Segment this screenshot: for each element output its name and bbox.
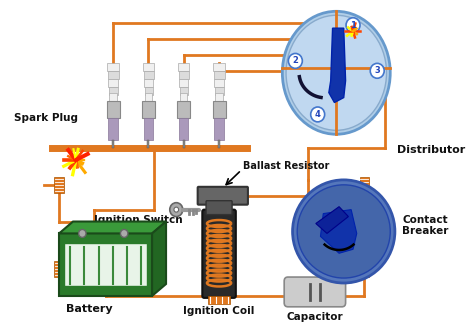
- FancyBboxPatch shape: [202, 210, 236, 298]
- Bar: [179, 79, 188, 87]
- Circle shape: [120, 229, 128, 237]
- Text: Ignition Switch: Ignition Switch: [94, 214, 183, 224]
- Circle shape: [370, 63, 384, 78]
- Text: 1: 1: [350, 21, 356, 30]
- Circle shape: [346, 18, 360, 33]
- Bar: [144, 118, 153, 140]
- FancyBboxPatch shape: [208, 296, 230, 304]
- Text: Contact
Breaker: Contact Breaker: [402, 215, 449, 236]
- FancyBboxPatch shape: [198, 187, 248, 205]
- FancyBboxPatch shape: [59, 233, 152, 296]
- Text: 2: 2: [292, 56, 298, 66]
- Bar: [180, 93, 187, 101]
- FancyBboxPatch shape: [360, 261, 369, 277]
- Polygon shape: [320, 210, 357, 253]
- Ellipse shape: [286, 15, 386, 130]
- FancyBboxPatch shape: [360, 177, 369, 193]
- Bar: [178, 63, 189, 71]
- FancyBboxPatch shape: [206, 201, 232, 214]
- Bar: [179, 118, 188, 140]
- Bar: [183, 140, 185, 148]
- Circle shape: [170, 203, 183, 216]
- FancyBboxPatch shape: [64, 243, 147, 286]
- Bar: [214, 71, 225, 79]
- Bar: [180, 87, 188, 95]
- Bar: [214, 79, 224, 87]
- Text: 3: 3: [374, 66, 380, 75]
- Bar: [215, 87, 224, 95]
- Circle shape: [310, 107, 325, 122]
- FancyBboxPatch shape: [284, 277, 346, 307]
- Bar: [212, 101, 226, 118]
- Bar: [213, 63, 225, 71]
- Text: Spark Plug: Spark Plug: [14, 114, 78, 123]
- Text: Ignition Coil: Ignition Coil: [183, 306, 255, 316]
- Bar: [214, 118, 224, 140]
- Text: Ballast Resistor: Ballast Resistor: [243, 161, 329, 171]
- Ellipse shape: [283, 11, 390, 134]
- Bar: [218, 140, 220, 148]
- Text: 4: 4: [315, 110, 320, 119]
- Polygon shape: [316, 207, 348, 233]
- Bar: [147, 140, 149, 148]
- Bar: [143, 63, 154, 71]
- Bar: [109, 118, 118, 140]
- Bar: [112, 140, 114, 148]
- Bar: [144, 71, 154, 79]
- Bar: [107, 101, 119, 118]
- Ellipse shape: [292, 180, 395, 283]
- Bar: [109, 79, 118, 87]
- Circle shape: [174, 207, 179, 212]
- Bar: [109, 93, 117, 101]
- Bar: [109, 87, 118, 95]
- Bar: [145, 87, 153, 95]
- Bar: [145, 93, 152, 101]
- Text: Capacitor: Capacitor: [287, 312, 343, 322]
- Bar: [109, 71, 118, 79]
- Bar: [144, 79, 153, 87]
- Polygon shape: [152, 221, 166, 296]
- Bar: [108, 63, 118, 71]
- Bar: [142, 101, 155, 118]
- Circle shape: [288, 53, 302, 68]
- FancyBboxPatch shape: [55, 177, 64, 193]
- Ellipse shape: [297, 185, 390, 278]
- Text: Battery: Battery: [66, 304, 113, 314]
- Bar: [215, 93, 223, 101]
- Bar: [179, 71, 189, 79]
- Text: Distributor: Distributor: [397, 145, 465, 155]
- Polygon shape: [329, 28, 346, 103]
- FancyBboxPatch shape: [55, 261, 64, 277]
- Polygon shape: [59, 221, 166, 233]
- Bar: [177, 101, 190, 118]
- Circle shape: [79, 229, 86, 237]
